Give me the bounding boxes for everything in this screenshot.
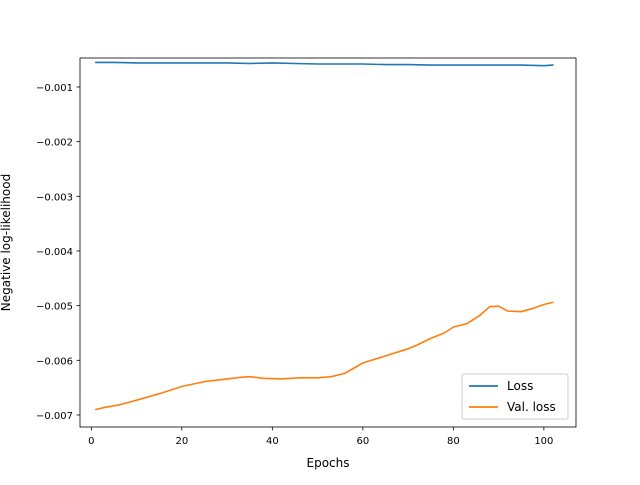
x-axis-label: Epochs xyxy=(307,456,350,470)
y-axis-ticks: −0.007 −0.006 −0.005 −0.004 −0.003 −0.002 −0.0… xyxy=(36,83,80,422)
series-layer xyxy=(95,61,554,411)
x-axis-ticks: 0 20 40 60 80 100 xyxy=(88,427,553,447)
y-tick-label: −0.007 xyxy=(36,411,73,422)
y-tick-label: −0.001 xyxy=(36,83,73,94)
legend-label-val-loss: Val. loss xyxy=(507,400,556,414)
y-tick-label: −0.005 xyxy=(36,302,73,313)
legend: Loss Val. loss xyxy=(461,373,569,420)
y-tick-label: −0.002 xyxy=(36,138,73,149)
y-axis-label: Negative log-likelihood xyxy=(0,174,13,311)
y-tick-label: −0.006 xyxy=(36,356,73,367)
y-tick-label: −0.003 xyxy=(36,192,73,203)
x-tick-label: 40 xyxy=(266,436,279,447)
x-tick-label: 80 xyxy=(447,436,460,447)
plot-frame xyxy=(79,57,577,428)
x-tick-label: 20 xyxy=(175,436,188,447)
series-line-loss xyxy=(95,61,554,67)
y-tick-label: −0.004 xyxy=(36,247,73,258)
legend-label-loss: Loss xyxy=(507,379,533,393)
x-tick-label: 100 xyxy=(534,436,553,447)
axes-layer xyxy=(79,57,577,428)
x-tick-label: 60 xyxy=(356,436,369,447)
series-line-val-loss xyxy=(95,301,554,411)
x-tick-label: 0 xyxy=(88,436,94,447)
